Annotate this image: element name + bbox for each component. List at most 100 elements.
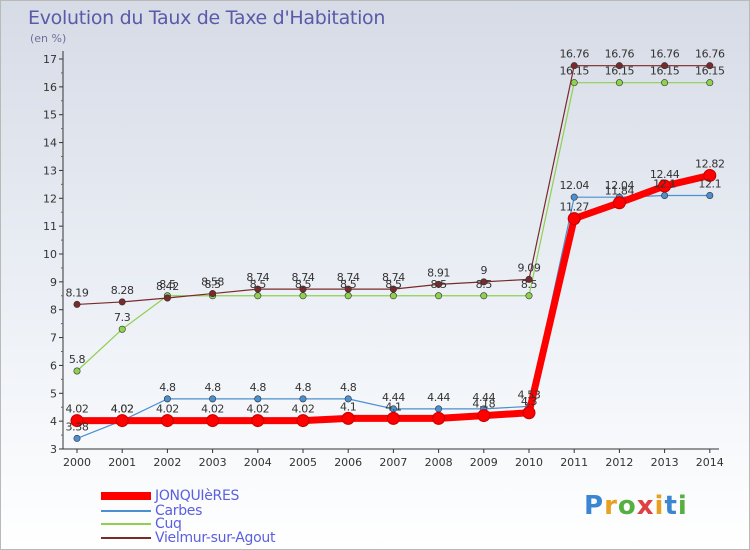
data-point bbox=[73, 300, 81, 308]
data-point bbox=[344, 292, 352, 300]
data-label: 16.15 bbox=[695, 65, 725, 78]
x-tick-label: 2004 bbox=[244, 456, 272, 469]
data-label: 8.5 bbox=[250, 278, 267, 291]
data-label: 8.42 bbox=[156, 280, 179, 293]
data-label: 8.74 bbox=[292, 271, 315, 284]
data-point bbox=[73, 434, 81, 442]
legend-swatch-cuq bbox=[101, 522, 151, 525]
y-tick-label: 9 bbox=[50, 276, 57, 289]
data-point bbox=[73, 367, 81, 375]
y-tick-label: 7 bbox=[50, 332, 57, 345]
data-label: 8.74 bbox=[337, 271, 360, 284]
x-tick-label: 2003 bbox=[199, 456, 227, 469]
data-point bbox=[570, 79, 578, 87]
data-point bbox=[118, 298, 126, 306]
y-tick-label: 8 bbox=[50, 304, 57, 317]
legend-label-jonquieres: JONQUIèRES bbox=[155, 487, 240, 504]
data-label: 4.02 bbox=[111, 403, 134, 416]
legend-label-cuq: Cuq bbox=[155, 515, 182, 532]
data-label: 7.3 bbox=[114, 311, 131, 324]
data-point bbox=[480, 292, 488, 300]
logo-letter: P bbox=[584, 491, 605, 521]
data-label: 8.5 bbox=[295, 278, 312, 291]
data-label: 4.1 bbox=[340, 400, 356, 413]
data-label: 8.58 bbox=[201, 276, 224, 289]
legend-label-carbes: Carbes bbox=[155, 502, 203, 519]
data-point bbox=[661, 79, 669, 87]
data-point bbox=[615, 79, 623, 87]
data-point bbox=[254, 292, 262, 300]
data-label: 4.3 bbox=[521, 395, 538, 408]
data-point bbox=[160, 414, 174, 428]
x-tick-label: 2010 bbox=[515, 456, 543, 469]
data-label: 9.09 bbox=[518, 261, 541, 274]
data-label: 4.02 bbox=[201, 403, 224, 416]
data-label: 9 bbox=[480, 264, 487, 277]
data-label: 4.18 bbox=[472, 398, 495, 411]
y-tick-label: 16 bbox=[43, 81, 57, 94]
data-label: 4.02 bbox=[66, 403, 89, 416]
logo-letter: r bbox=[604, 491, 618, 521]
data-label: 4.44 bbox=[382, 391, 405, 404]
data-point bbox=[615, 62, 623, 70]
data-point bbox=[341, 411, 355, 425]
data-label: 4.8 bbox=[340, 381, 357, 394]
chart-data-labels: 4.02 4.02 4.02 4.02 4.02 4.02 4.1 4.1 4.18 4.3 11.… bbox=[66, 48, 726, 434]
proxiti-logo: Proxiti bbox=[584, 491, 688, 521]
y-tick-label: 10 bbox=[43, 248, 57, 261]
data-point bbox=[435, 405, 443, 413]
data-point bbox=[661, 192, 669, 200]
data-point bbox=[206, 414, 220, 428]
y-tick-label: 14 bbox=[43, 137, 57, 150]
data-label: 12.44 bbox=[650, 168, 680, 181]
data-point bbox=[163, 395, 171, 403]
y-tick-label: 15 bbox=[43, 109, 57, 122]
x-tick-label: 2011 bbox=[560, 456, 588, 469]
data-label: 8.74 bbox=[246, 271, 269, 284]
data-label: 4.8 bbox=[159, 381, 176, 394]
legend-swatch-jonquieres bbox=[101, 491, 151, 500]
y-tick-label: 4 bbox=[50, 415, 57, 428]
x-tick-label: 2014 bbox=[696, 456, 724, 469]
data-label: 16.15 bbox=[559, 65, 589, 78]
legend-label-vielmur: Vielmur-sur-Agout bbox=[155, 529, 276, 546]
data-point bbox=[386, 411, 400, 425]
data-point bbox=[389, 292, 397, 300]
data-label: 4.02 bbox=[156, 403, 179, 416]
data-label: 12.1 bbox=[653, 178, 676, 191]
logo-letter: t bbox=[664, 491, 678, 521]
data-label: 4.44 bbox=[427, 391, 450, 404]
data-label: 5.8 bbox=[69, 353, 86, 366]
data-point bbox=[706, 192, 714, 200]
chart-axes: 3 4 5 6 7 8 9 10 11 12 13 14 15 16 17 2000 2001 2002 2003 2… bbox=[43, 51, 724, 469]
chart-subtitle: (en %) bbox=[30, 32, 67, 45]
data-label: 4.8 bbox=[204, 381, 221, 394]
data-label: 8.5 bbox=[159, 278, 176, 291]
data-label: 4.1 bbox=[385, 400, 401, 413]
data-label: 4.8 bbox=[295, 381, 312, 394]
x-tick-label: 2006 bbox=[334, 456, 362, 469]
x-tick-label: 2001 bbox=[108, 456, 136, 469]
data-point bbox=[570, 193, 578, 201]
data-point bbox=[299, 395, 307, 403]
data-label: 11.27 bbox=[559, 201, 589, 214]
y-tick-label: 12 bbox=[43, 192, 57, 205]
data-label: 12.04 bbox=[605, 179, 635, 192]
legend-swatch-vielmur bbox=[101, 536, 151, 539]
data-point bbox=[658, 179, 672, 193]
data-label: 16.15 bbox=[650, 65, 680, 78]
data-label: 16.76 bbox=[695, 48, 725, 61]
logo-letter: i bbox=[677, 491, 688, 521]
y-tick-label: 5 bbox=[50, 387, 57, 400]
data-point bbox=[251, 414, 265, 428]
data-label: 16.15 bbox=[605, 65, 635, 78]
data-point bbox=[612, 196, 626, 210]
data-point bbox=[118, 325, 126, 333]
data-point bbox=[70, 414, 84, 428]
data-label: 8.28 bbox=[111, 284, 134, 297]
data-label: 4.8 bbox=[250, 381, 267, 394]
data-point bbox=[435, 292, 443, 300]
data-point bbox=[477, 409, 491, 423]
logo-letter: i bbox=[654, 491, 665, 521]
